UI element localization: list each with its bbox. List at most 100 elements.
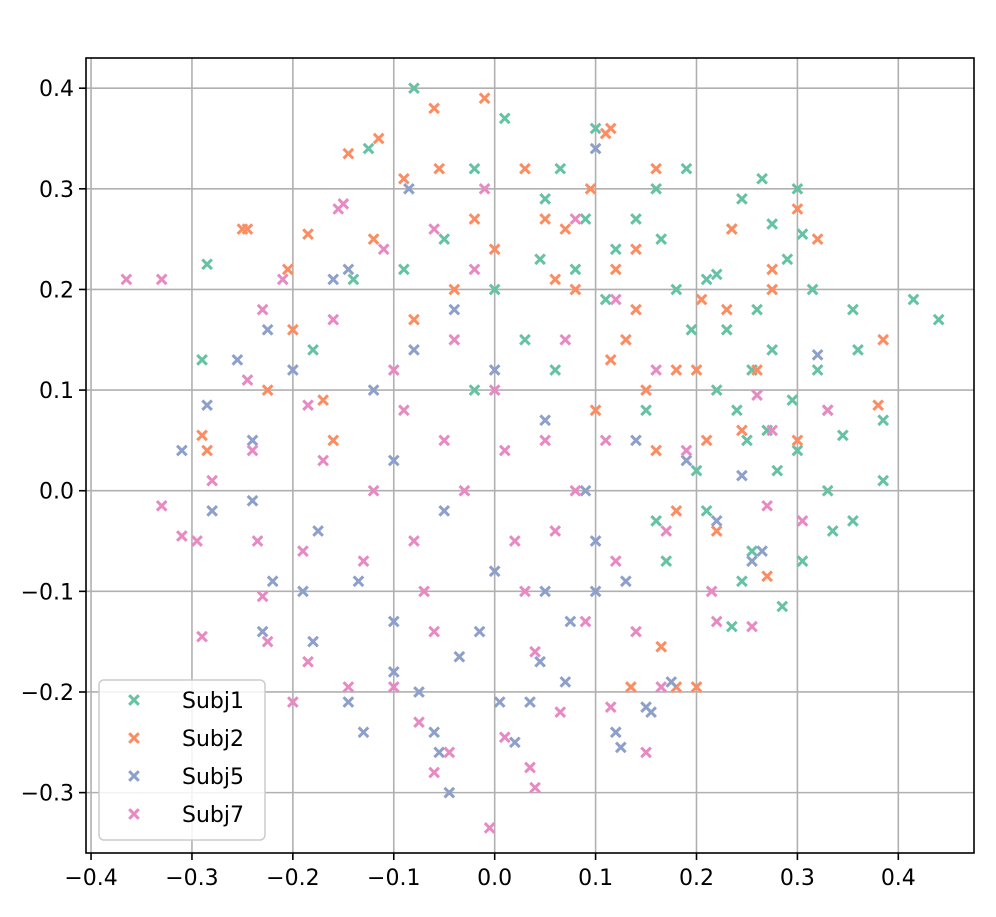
data-point: [387, 454, 400, 467]
data-point: [680, 454, 693, 467]
data-point: [741, 434, 753, 447]
data-point: [509, 535, 521, 547]
data-point: [821, 404, 834, 417]
data-point: [710, 615, 723, 628]
data-point: [660, 525, 673, 537]
data-point: [670, 364, 683, 376]
data-point: [302, 228, 314, 240]
data-point: [705, 585, 718, 598]
data-point: [720, 323, 733, 336]
data-point: [317, 394, 329, 407]
data-point: [670, 504, 683, 517]
data-point: [549, 525, 562, 537]
data-point: [609, 293, 622, 306]
data-point: [261, 635, 274, 648]
data-point: [771, 464, 784, 477]
data-point: [519, 585, 531, 598]
data-point: [710, 268, 723, 281]
data-point: [806, 283, 819, 296]
data-point: [352, 575, 365, 588]
data-point: [539, 434, 551, 447]
data-point: [736, 193, 748, 205]
data-point: [367, 233, 380, 245]
y-tick-label: 0.3: [39, 178, 74, 203]
legend-marker-subj1: [128, 694, 140, 706]
data-point: [529, 781, 541, 794]
data-point: [488, 384, 501, 396]
data-point: [498, 444, 511, 457]
data-point: [710, 525, 723, 537]
data-point: [443, 746, 456, 759]
data-point: [468, 213, 481, 225]
y-tick-label: −0.3: [21, 782, 74, 807]
data-point: [725, 620, 738, 633]
x-tick-label: −0.4: [64, 866, 117, 891]
y-tick-label: 0.4: [39, 77, 74, 102]
data-point: [433, 162, 446, 175]
data-point: [438, 504, 451, 517]
legend-markers: [128, 694, 140, 820]
data-point: [317, 454, 329, 467]
data-point: [206, 474, 218, 487]
data-point: [791, 203, 804, 215]
data-point: [448, 283, 461, 296]
data-point: [488, 364, 501, 376]
data-point: [428, 625, 440, 638]
data-point: [766, 343, 779, 356]
y-tick-label: −0.1: [21, 580, 74, 605]
data-point: [266, 575, 279, 588]
data-point: [509, 736, 521, 749]
data-point: [398, 404, 410, 417]
data-point: [468, 263, 481, 276]
data-point: [438, 233, 451, 245]
series-subj1: [196, 82, 945, 633]
data-point: [312, 525, 324, 537]
data-point: [710, 515, 723, 527]
data-point: [428, 102, 440, 115]
data-point: [408, 535, 420, 547]
data-point: [332, 203, 345, 215]
data-point: [256, 625, 269, 638]
data-point: [821, 484, 834, 497]
data-point: [377, 243, 390, 256]
data-point: [408, 82, 420, 95]
x-tick-label: −0.2: [266, 866, 319, 891]
data-point: [488, 283, 501, 296]
data-point: [387, 364, 400, 376]
y-tick-label: 0.1: [39, 379, 74, 404]
x-tick-label: −0.1: [367, 866, 420, 891]
data-point: [589, 585, 602, 598]
data-point: [438, 434, 451, 447]
data-point: [579, 484, 592, 497]
data-point: [630, 434, 642, 447]
data-point: [700, 273, 713, 286]
data-point: [589, 404, 602, 417]
data-point: [493, 696, 506, 708]
data-point: [796, 555, 809, 568]
data-point: [584, 182, 597, 195]
data-point: [609, 243, 622, 256]
data-point: [660, 555, 673, 568]
data-point: [448, 303, 461, 316]
data-point: [362, 142, 375, 155]
data-point: [746, 555, 758, 568]
data-point: [428, 726, 440, 739]
data-point: [196, 429, 208, 442]
data-points: [120, 82, 945, 834]
data-point: [478, 92, 491, 105]
data-point: [731, 404, 743, 417]
x-tick-label: 0.2: [679, 866, 714, 891]
x-tick-label: 0.3: [780, 866, 815, 891]
data-point: [589, 122, 602, 135]
data-point: [630, 243, 642, 256]
data-point: [433, 746, 446, 759]
data-point: [589, 142, 602, 155]
data-point: [736, 575, 748, 588]
data-point: [847, 303, 859, 316]
data-point: [761, 499, 773, 512]
data-point: [650, 515, 662, 527]
data-point: [155, 499, 168, 512]
data-point: [589, 535, 602, 547]
data-point: [287, 696, 299, 708]
